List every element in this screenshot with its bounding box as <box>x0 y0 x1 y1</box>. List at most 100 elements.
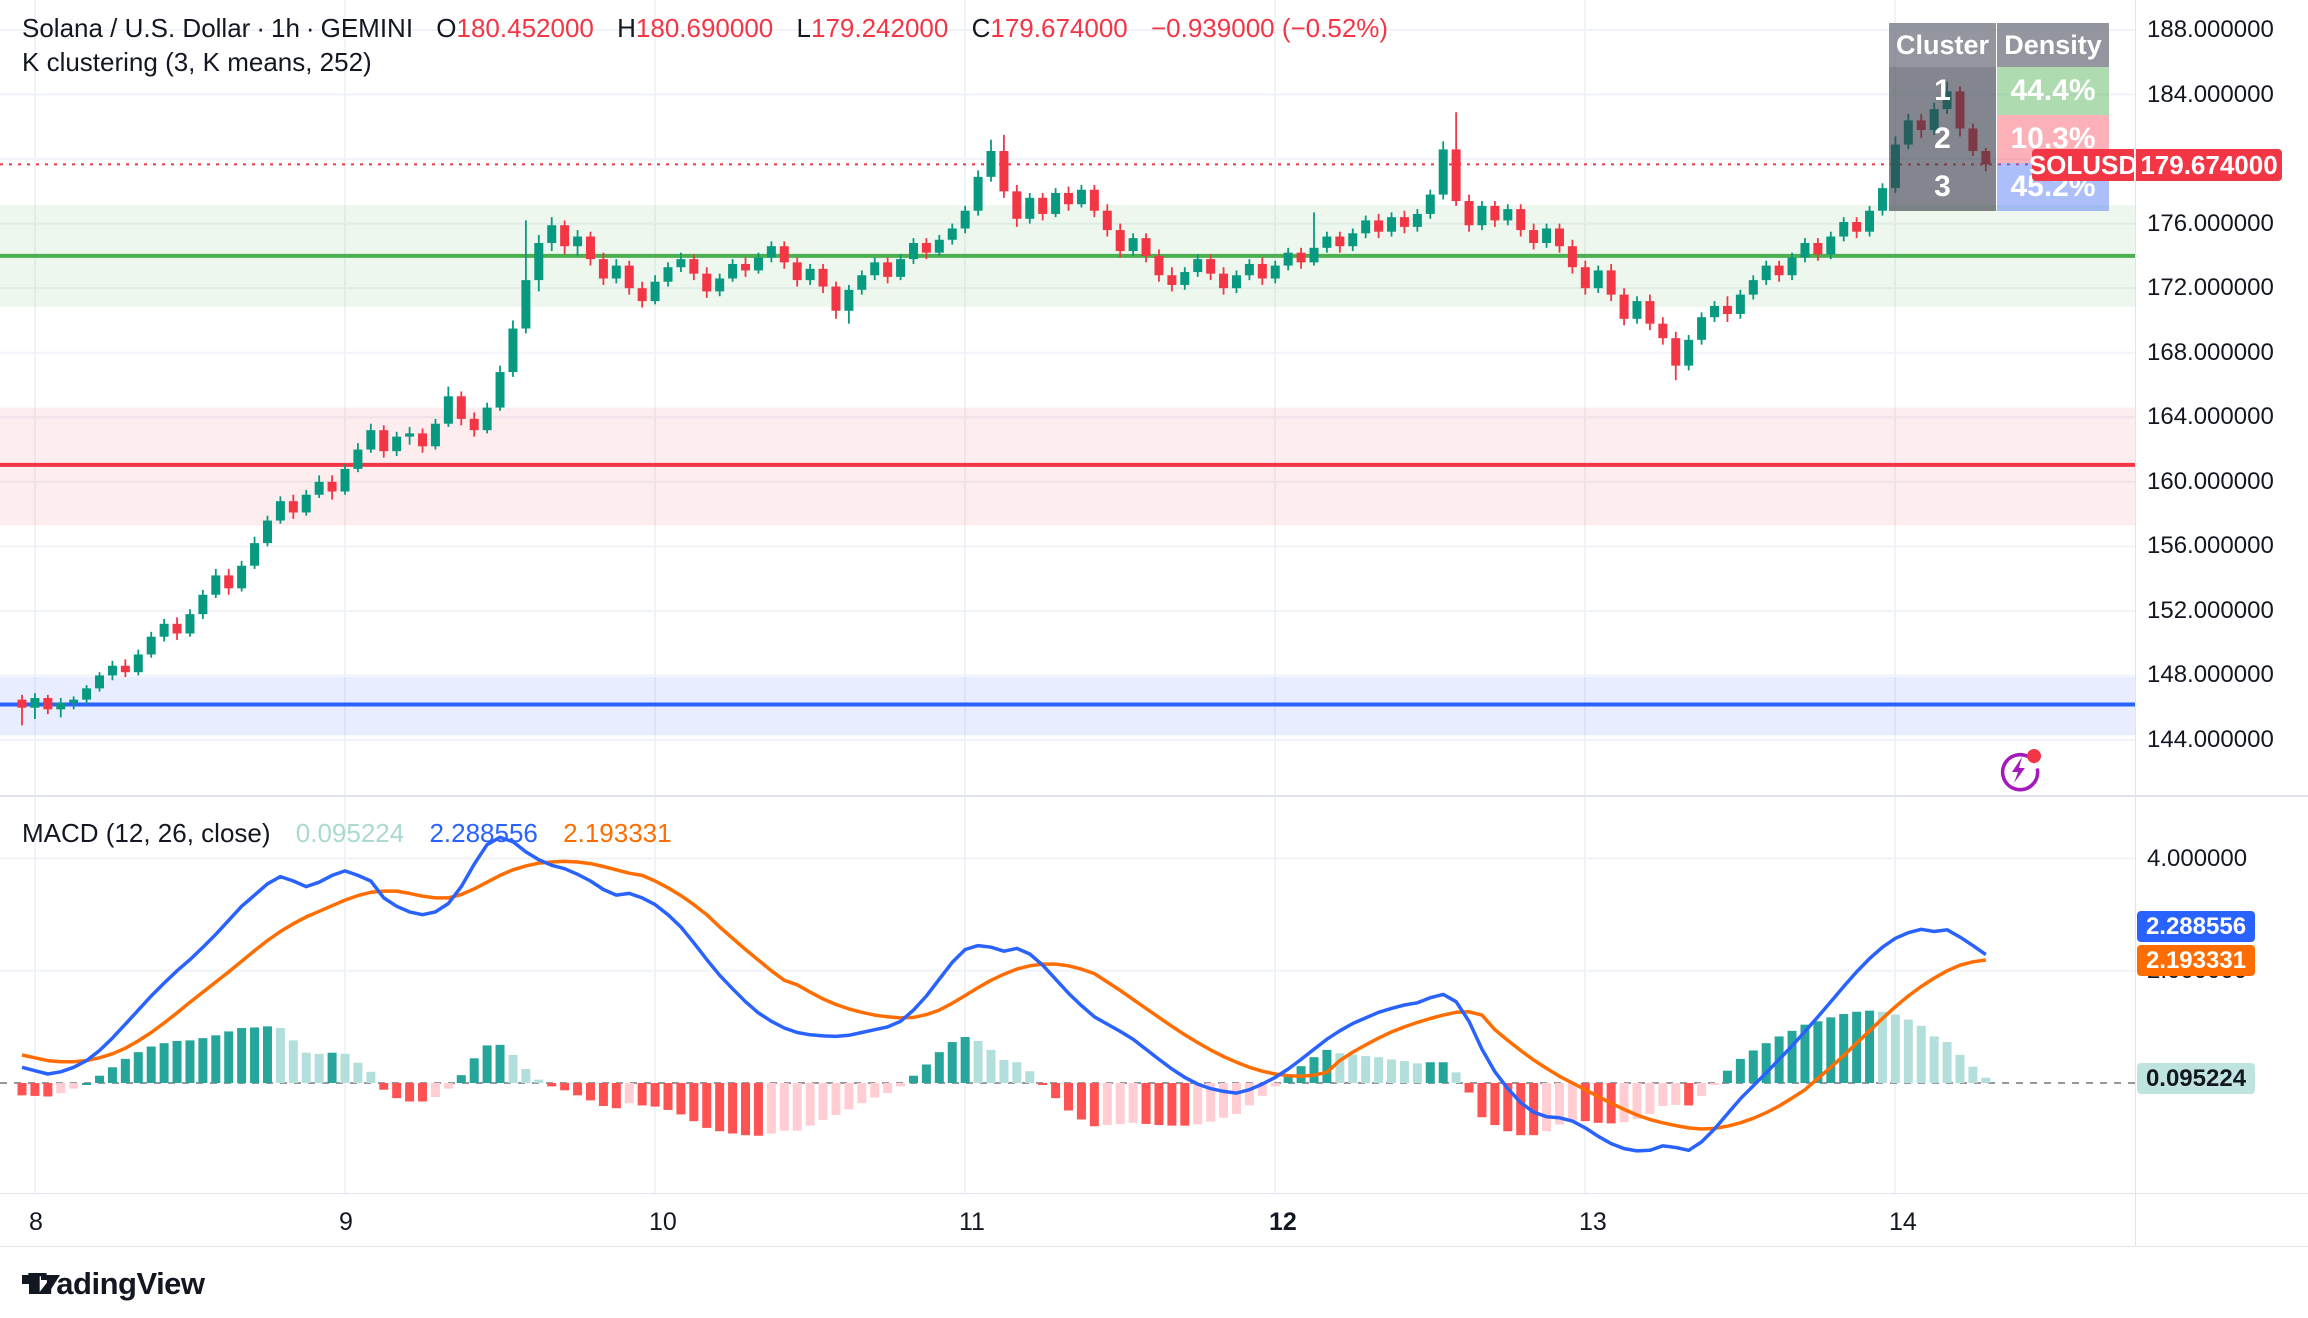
candle-body <box>547 225 557 243</box>
macd-histogram-bar <box>844 1083 854 1110</box>
close-value: 179.674000 <box>990 13 1128 43</box>
exchange[interactable]: GEMINI <box>320 13 414 43</box>
time-axis-top-border <box>0 1193 2308 1194</box>
candle-body <box>379 430 389 452</box>
candle-body <box>1735 294 1745 314</box>
macd-histogram-bar <box>1464 1083 1474 1093</box>
candle-body <box>973 176 983 211</box>
candle-body <box>1710 305 1720 318</box>
macd-histogram-bar <box>1554 1083 1564 1125</box>
macd-indicator-header[interactable]: MACD (12, 26, close) 0.095224 2.288556 2… <box>22 818 672 849</box>
candle-body <box>1064 192 1074 205</box>
macd-histogram-bar <box>56 1083 66 1094</box>
candle-body <box>146 636 156 655</box>
macd-histogram-bar <box>482 1045 492 1083</box>
price-axis-label: 164.000000 <box>2147 403 2274 431</box>
cluster-1-id: 1 <box>1889 67 1996 115</box>
macd-histogram-bar <box>1128 1083 1138 1123</box>
candle-body <box>405 433 415 437</box>
candle-body <box>1399 217 1409 227</box>
macd-histogram-bar <box>30 1083 40 1096</box>
candle-body <box>1490 205 1500 221</box>
macd-title[interactable]: MACD (12, 26, close) <box>22 818 271 848</box>
candle-body <box>1387 217 1397 232</box>
macd-histogram-bar <box>224 1031 234 1083</box>
low-label: L <box>796 13 811 43</box>
candle-body <box>185 614 195 634</box>
candle-body <box>741 263 751 271</box>
macd-pane[interactable] <box>0 795 2135 1193</box>
candle-body <box>1516 209 1526 231</box>
tradingview-watermark[interactable]: TradingView <box>20 1266 205 1302</box>
macd-histogram-bar <box>637 1083 647 1106</box>
macd-histogram-bar <box>379 1083 389 1090</box>
macd-histogram-bar <box>1580 1083 1590 1122</box>
macd-histogram-bar <box>1542 1083 1552 1132</box>
interval[interactable]: 1h <box>271 13 300 43</box>
candle-body <box>133 654 143 673</box>
macd-histogram-bar <box>1684 1083 1694 1106</box>
open-value: 180.452000 <box>456 13 594 43</box>
candle-body <box>1722 305 1732 314</box>
macd-histogram-bar <box>327 1052 337 1083</box>
boost-circle-arc <box>2000 752 2040 792</box>
boost-flash-icon[interactable] <box>1993 746 2041 794</box>
candle-body <box>198 594 208 615</box>
candle-body <box>1206 259 1216 274</box>
time-axis-label-12: 12 <box>1269 1208 1297 1236</box>
candle-body <box>1606 270 1616 295</box>
candle-body <box>728 263 738 279</box>
candle-body <box>1322 236 1332 248</box>
macd-histogram-bar <box>831 1083 841 1115</box>
candle-body <box>689 259 699 274</box>
macd-histogram-bar <box>1038 1083 1048 1085</box>
macd-line-axis-badge: 2.288556 <box>2137 911 2255 942</box>
pane-divider[interactable] <box>0 795 2308 797</box>
price-chart-pane[interactable] <box>0 0 2135 795</box>
candle-body <box>1619 294 1629 319</box>
candle-body <box>1219 273 1229 289</box>
candle-body <box>1425 194 1435 214</box>
macd-hist-value: 0.095224 <box>295 818 405 848</box>
candle-body <box>1374 220 1384 232</box>
macd-histogram-bar <box>1929 1036 1939 1083</box>
macd-histogram-bar <box>1942 1042 1952 1083</box>
candle-body <box>275 501 285 521</box>
symbol-title[interactable]: Solana / U.S. Dollar <box>22 13 251 43</box>
candle-body <box>1451 149 1461 202</box>
candle-body <box>560 225 570 247</box>
candle-body <box>1684 339 1694 366</box>
candle-body <box>1348 233 1358 247</box>
macd-histogram-bar <box>986 1049 996 1083</box>
macd-histogram-bar <box>1697 1083 1707 1096</box>
candle-body <box>250 543 260 566</box>
macd-histogram-bar <box>495 1044 505 1083</box>
candle-body <box>1051 192 1061 214</box>
candle-body <box>30 698 40 708</box>
macd-histogram-bar <box>1865 1010 1875 1083</box>
indicator-title[interactable]: K clustering (3, K means, 252) <box>22 47 372 77</box>
macd-histogram-bar <box>1477 1083 1487 1118</box>
macd-histogram-bar <box>405 1083 415 1102</box>
candle-body <box>1154 255 1164 276</box>
candle-body <box>95 675 105 689</box>
macd-histogram-bar <box>1787 1030 1797 1083</box>
macd-histogram-bar <box>1051 1083 1061 1099</box>
time-axis-label-9: 9 <box>339 1208 353 1236</box>
macd-histogram-bar <box>1231 1083 1241 1114</box>
candle-body <box>1296 252 1306 263</box>
macd-histogram-bar <box>1981 1077 1991 1083</box>
candle-body <box>82 688 92 700</box>
macd-histogram-bar <box>1955 1054 1965 1083</box>
macd-histogram-bar <box>1425 1062 1435 1083</box>
price-axis-label: 144.000000 <box>2147 725 2274 753</box>
price-badge-symbol: SOLUSD <box>2028 149 2138 181</box>
candle-body <box>1826 236 1836 255</box>
macd-histogram-bar <box>1839 1013 1849 1083</box>
candle-body <box>1438 149 1448 195</box>
candle-body <box>934 239 944 253</box>
close-label: C <box>971 13 991 43</box>
macd-histogram-bar <box>1903 1019 1913 1083</box>
macd-histogram-bar <box>159 1043 169 1083</box>
candle-body <box>1580 267 1590 289</box>
